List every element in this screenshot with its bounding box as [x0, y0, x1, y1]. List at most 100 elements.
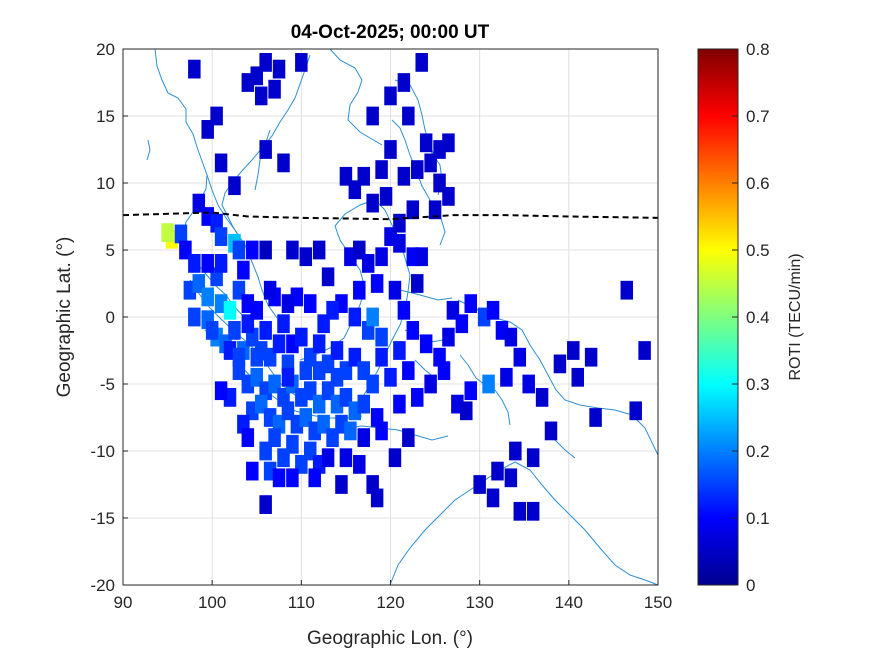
roti-cell: [223, 300, 237, 320]
roti-cell: [375, 347, 388, 367]
roti-cell: [281, 294, 295, 313]
colorbar: [697, 48, 739, 586]
roti-cell: [214, 227, 228, 246]
roti-cell: [277, 314, 290, 334]
roti-cell: [397, 166, 411, 186]
roti-cell: [201, 287, 214, 307]
roti-cell: [254, 86, 268, 106]
roti-cell: [268, 428, 281, 447]
roti-cell: [161, 223, 174, 242]
roti-cell: [464, 381, 477, 401]
roti-cell: [286, 434, 299, 454]
colorbar-tick-label: 0.6: [746, 174, 770, 193]
roti-cell: [174, 224, 188, 244]
colorbar-label: ROTI (TECU/min): [787, 253, 804, 380]
roti-cell: [237, 260, 250, 280]
roti-cell: [228, 321, 241, 340]
roti-cell: [250, 300, 263, 320]
colorbar-tick-label: 0.5: [746, 241, 770, 260]
colorbar-ticks: 0.8 0.7 0.6 0.5 0.4 0.3 0.2 0.1 0: [732, 40, 770, 595]
x-tick-label: 110: [288, 593, 315, 612]
roti-cell: [259, 240, 272, 260]
roti-cell: [620, 280, 634, 300]
roti-cell: [388, 280, 402, 300]
roti-cell: [509, 441, 522, 461]
roti-cell: [232, 347, 246, 367]
roti-cell: [321, 267, 335, 287]
roti-cell: [299, 247, 313, 267]
roti-cell: [393, 341, 406, 360]
colorbar-tick-label: 0.7: [746, 107, 770, 126]
roti-cell: [312, 361, 326, 380]
x-tick-label: 130: [465, 593, 493, 612]
magnetic-equator-line: [122, 211, 659, 221]
x-tick-label: 120: [376, 593, 404, 612]
roti-cell: [295, 53, 308, 72]
y-tick-label: 5: [106, 241, 115, 260]
roti-cell: [344, 421, 357, 441]
roti-cell: [473, 475, 486, 494]
roti-cell: [513, 347, 527, 367]
roti-cell: [308, 468, 321, 488]
roti-cell: [259, 495, 272, 514]
roti-cell: [357, 428, 370, 447]
roti-cell: [402, 361, 415, 380]
y-tick-label: 15: [96, 107, 115, 126]
roti-cell: [419, 334, 433, 354]
roti-cell: [491, 461, 504, 481]
roti-cell: [504, 468, 518, 488]
roti-cell: [442, 187, 455, 206]
x-tick-label: 90: [114, 593, 133, 612]
roti-cell: [370, 274, 384, 293]
roti-cell: [339, 448, 353, 468]
roti-cell: [629, 401, 642, 421]
roti-cell: [406, 200, 420, 220]
roti-cell: [214, 254, 228, 273]
roti-cell: [411, 160, 424, 179]
roti-cell: [584, 347, 598, 367]
roti-cell: [406, 321, 420, 340]
roti-cell: [411, 274, 424, 293]
roti-cell: [397, 300, 411, 320]
roti-cell: [526, 501, 540, 521]
roti-cell: [504, 327, 518, 347]
roti-cell: [415, 247, 428, 267]
roti-cell: [286, 468, 299, 488]
roti-cell: [317, 314, 330, 334]
roti-cell: [272, 59, 286, 79]
roti-cell: [393, 213, 406, 233]
roti-cell: [299, 361, 313, 380]
roti-cell: [375, 421, 388, 441]
roti-cell: [415, 53, 428, 72]
roti-cell: [553, 354, 567, 374]
chart-title: 04-Oct-2025; 00:00 UT: [291, 22, 490, 43]
roti-cell: [277, 153, 290, 173]
roti-cell: [214, 153, 228, 173]
colorbar-tick-label: 0.2: [746, 442, 770, 461]
roti-cell: [201, 254, 214, 273]
roti-cell: [214, 381, 228, 401]
roti-cell: [259, 53, 272, 72]
roti-cell: [366, 106, 379, 126]
roti-cell: [259, 140, 272, 159]
roti-cell: [397, 73, 411, 92]
roti-cell: [442, 327, 455, 347]
roti-cell: [286, 240, 299, 260]
roti-cell: [263, 280, 277, 300]
roti-cell: [188, 307, 201, 327]
roti-cell: [205, 321, 219, 340]
roti-cell: [312, 240, 326, 260]
roti-cell: [268, 79, 281, 99]
roti-cell: [384, 86, 397, 106]
roti-cell: [272, 334, 286, 354]
roti-cells: [161, 53, 651, 521]
roti-cell: [379, 187, 393, 206]
roti-cell: [419, 133, 433, 153]
roti-cell: [402, 428, 415, 447]
roti-cell: [250, 347, 263, 367]
y-tick-label: -10: [90, 442, 115, 461]
roti-cell: [638, 341, 651, 360]
colorbar-tick-label: 0.4: [746, 308, 770, 327]
roti-cell: [513, 501, 527, 521]
